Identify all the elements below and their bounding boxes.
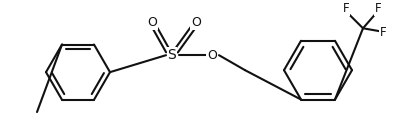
Text: F: F (375, 2, 381, 15)
Text: S: S (168, 48, 176, 62)
Text: F: F (343, 2, 349, 15)
Text: F: F (380, 26, 386, 39)
Text: O: O (207, 49, 217, 62)
Text: O: O (147, 16, 157, 29)
Text: O: O (191, 16, 201, 29)
